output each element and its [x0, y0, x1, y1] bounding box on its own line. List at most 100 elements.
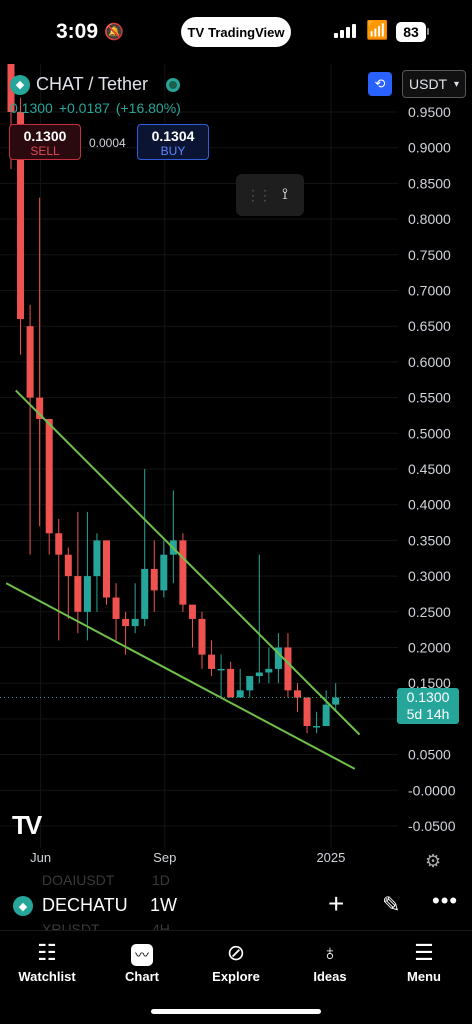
wifi-icon: 📶 — [366, 20, 389, 40]
candle-body — [274, 647, 282, 669]
last-price: 0.1300 — [10, 100, 53, 116]
tradingview-brand: TradingView — [208, 24, 285, 40]
candle-body — [64, 554, 72, 577]
candle-body — [103, 540, 110, 598]
candle-body — [188, 604, 196, 619]
candle-body — [179, 540, 187, 605]
clock: 3:09 — [56, 20, 99, 43]
ghost-symbol-above: DOAIUSDT — [42, 872, 115, 888]
candle-body — [55, 533, 63, 555]
y-tick-label: 0.2000 — [408, 640, 451, 656]
tab-label: Ideas — [313, 969, 347, 984]
symbol-title[interactable]: CHAT / Tether — [36, 74, 149, 94]
tab-explore[interactable]: ⊘ Explore — [196, 939, 276, 984]
tab-menu[interactable]: ☰ Menu — [384, 939, 464, 984]
y-tick-label: 0.6000 — [408, 354, 451, 370]
lightbulb-icon: ♁ — [321, 940, 339, 965]
price-change: +0.0187 — [58, 100, 110, 116]
symbol-logo-icon: ◆ — [13, 896, 33, 916]
more-options-button[interactable]: ••• — [432, 888, 459, 913]
y-tick-label: 0.3500 — [408, 532, 451, 548]
candle-body — [217, 668, 225, 671]
bar-countdown: 5d 14h — [406, 706, 450, 722]
home-indicator — [151, 1009, 321, 1014]
measure-icon[interactable]: ⟟ — [282, 186, 288, 203]
battery-icon: 83 — [396, 22, 426, 42]
chart-icon: 〰 — [102, 939, 182, 967]
candle-body — [131, 618, 139, 627]
chart-area[interactable]: 0.9500 0.9000 0.8500 0.8000 0.7500 0.7000 0.65… — [0, 64, 472, 884]
candle-body — [26, 326, 34, 398]
candle-body — [208, 654, 216, 669]
symbol-toolbar: DOAIUSDT 1D ◆ DECHATU 1W XRUSDT 4H + ✎ •… — [0, 872, 472, 937]
tab-ideas[interactable]: ♁ Ideas — [290, 939, 370, 984]
candle-body — [141, 568, 149, 619]
price-change-pct: (+16.80%) — [115, 100, 181, 116]
compare-toggle-button[interactable]: ⟲ — [368, 72, 392, 96]
candle-body — [227, 668, 235, 698]
candle-body — [74, 576, 82, 612]
candle-body — [246, 676, 254, 691]
trendline — [5, 582, 356, 770]
y-tick-label: 0.8500 — [408, 175, 451, 191]
current-price-value: 0.1300 — [406, 689, 450, 705]
candle-body — [122, 618, 130, 627]
timeframe-selector[interactable]: 1W — [150, 895, 177, 915]
trendline — [15, 389, 361, 736]
candle-body — [255, 672, 263, 677]
currency-value: USDT — [409, 76, 448, 92]
tab-label: Watchlist — [18, 969, 76, 984]
tab-chart[interactable]: 〰 Chart — [102, 939, 182, 984]
candle-body — [303, 697, 311, 727]
currency-select[interactable]: USDT ▾ — [402, 70, 466, 98]
y-tick-label: 0.9500 — [408, 104, 451, 120]
symbol-selector[interactable]: DECHATU — [42, 895, 128, 915]
ghost-timeframe-above: 1D — [152, 872, 170, 888]
candle-body — [17, 112, 25, 320]
cycle-icon: ⟲ — [374, 76, 386, 91]
chart-settings-icon[interactable]: ⚙ — [425, 851, 442, 871]
y-tick-label: -0.0000 — [408, 782, 456, 798]
tab-label: Explore — [212, 969, 260, 984]
candle-body — [236, 690, 244, 698]
cellular-signal-icon — [334, 24, 356, 38]
tradingview-watermark-icon: TV — [12, 810, 42, 840]
price-summary: 0.1300 +0.0187 (+16.80%) — [10, 100, 181, 116]
y-tick-label: 0.1500 — [408, 675, 451, 691]
x-tick-label: Jun — [30, 850, 51, 865]
market-open-icon[interactable] — [166, 77, 181, 92]
y-tick-label: 0.0500 — [408, 747, 451, 763]
add-indicator-button[interactable]: + — [328, 888, 345, 919]
y-tick-label: 0.5000 — [408, 425, 451, 441]
tradingview-logo-icon: TV — [187, 24, 205, 40]
sell-button[interactable]: 0.1300 SELL — [9, 124, 81, 160]
candle-body — [332, 697, 340, 705]
chevron-down-icon: ▾ — [453, 78, 459, 90]
tradingview-pill[interactable]: TV TradingView — [181, 17, 291, 47]
candle-body — [83, 576, 91, 612]
status-bar: 3:09 🔕 TV TradingView 📶 83 — [0, 0, 472, 64]
menu-icon: ☰ — [414, 940, 434, 965]
drag-handle-icon[interactable]: ⋮⋮ — [246, 186, 272, 203]
candle-body — [150, 568, 158, 591]
buy-label: BUY — [160, 144, 186, 158]
symbol-header[interactable]: ◆ CHAT / Tether — [10, 74, 181, 95]
y-tick-label: 0.7500 — [408, 247, 451, 263]
y-tick-label: 0.5500 — [408, 390, 451, 406]
candle-body — [313, 726, 321, 728]
x-tick-label: 2025 — [316, 850, 345, 865]
battery-tip — [427, 28, 429, 35]
candle-body — [322, 704, 330, 727]
drawing-tools-button[interactable]: ✎ — [382, 892, 401, 917]
buy-button[interactable]: 0.1304 BUY — [137, 124, 209, 160]
candle-body — [112, 597, 120, 619]
candle-body — [284, 647, 292, 691]
floating-toolbar[interactable]: ⋮⋮ ⟟ — [236, 174, 304, 216]
candle-body — [294, 690, 301, 698]
tab-label: Chart — [125, 969, 159, 984]
y-tick-label: 0.7000 — [408, 283, 451, 299]
price-chart[interactable]: 0.9500 0.9000 0.8500 0.8000 0.7500 0.7000 0.65… — [0, 64, 472, 884]
tab-watchlist[interactable]: ☷ Watchlist — [7, 939, 87, 984]
tab-bar: ☷ Watchlist 〰 Chart ⊘ Explore ♁ Ideas ☰ … — [0, 930, 472, 1024]
y-tick-label: 0.2500 — [408, 604, 451, 620]
